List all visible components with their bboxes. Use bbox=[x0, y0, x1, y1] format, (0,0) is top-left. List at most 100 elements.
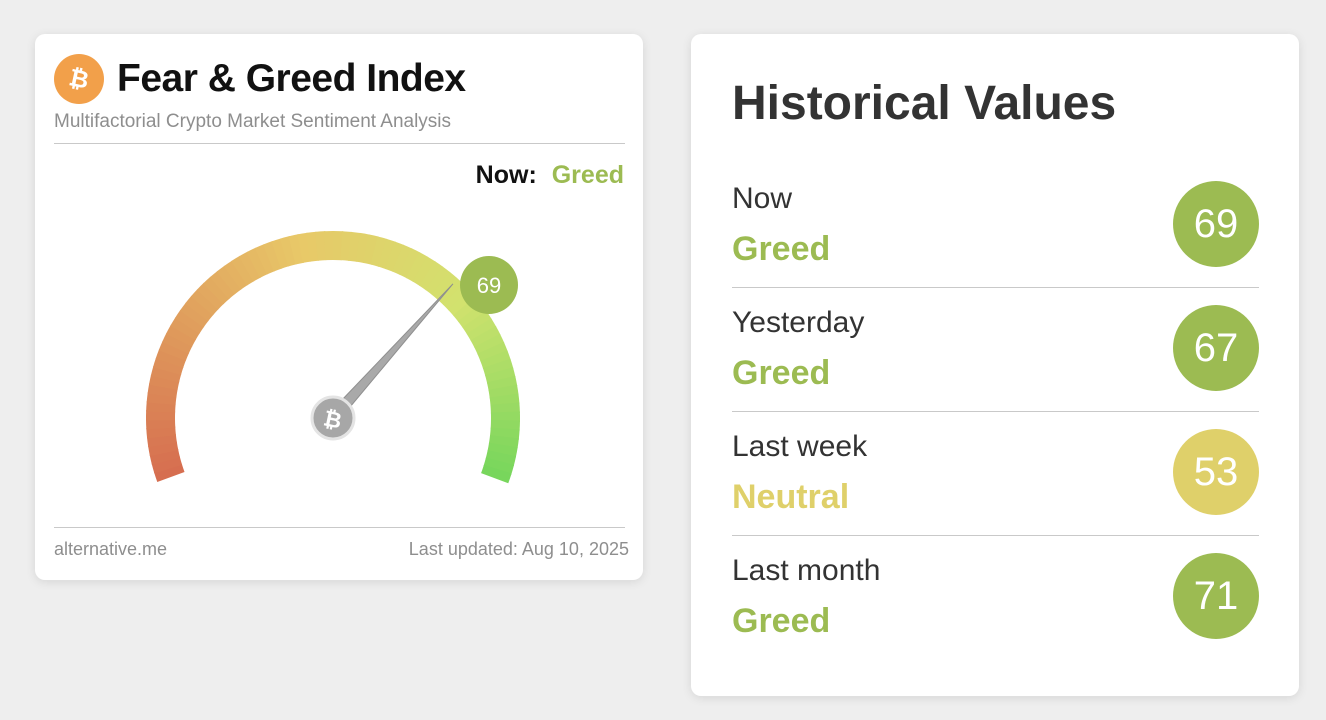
gauge-arc-segment bbox=[490, 411, 520, 422]
gauge-arc-segment bbox=[146, 410, 176, 421]
gauge-arc-segment bbox=[288, 234, 304, 265]
gauge-arc-segment bbox=[306, 231, 319, 262]
gauge-arc-segment bbox=[431, 271, 458, 300]
history-row-last-month: Last month Greed 71 bbox=[732, 536, 1259, 660]
gauge-arc-segment bbox=[174, 309, 205, 334]
gauge-arc-segment bbox=[425, 266, 451, 296]
gauge-arc-segment bbox=[279, 236, 297, 267]
history-value-badge: 71 bbox=[1173, 553, 1259, 639]
gauge-arc-segment bbox=[412, 256, 436, 287]
source-link[interactable]: alternative.me bbox=[54, 539, 168, 559]
gauge-arc-segment bbox=[254, 244, 275, 275]
history-classification: Greed bbox=[732, 602, 831, 640]
gauge-value-text: 69 bbox=[477, 273, 501, 298]
gauge-arc-segment bbox=[170, 317, 200, 341]
fear-greed-widget: ₿ Fear & Greed Index Multifactorial Cryp… bbox=[35, 34, 643, 580]
gauge-arc-segment bbox=[355, 232, 371, 264]
widget-subtitle: Multifactorial Crypto Market Sentiment A… bbox=[54, 111, 452, 132]
gauge-arc-segment bbox=[485, 450, 517, 467]
gauge-arc-segment bbox=[185, 295, 214, 322]
historical-values-card: Historical Values Now Greed 69 Yesterday… bbox=[691, 34, 1299, 696]
gauge-arc-segment bbox=[315, 231, 327, 261]
gauge-arc-segment bbox=[190, 288, 219, 316]
gauge-arc-segment bbox=[231, 255, 255, 286]
widget-title: Fear & Greed Index bbox=[117, 57, 466, 100]
historical-title: Historical Values bbox=[732, 77, 1117, 130]
history-classification: Neutral bbox=[732, 478, 850, 516]
gauge-arc-segment bbox=[179, 302, 209, 328]
gauge-arc-segment bbox=[363, 234, 379, 265]
gauge-arc-segment bbox=[150, 365, 182, 383]
svg-text:₿: ₿ bbox=[67, 64, 92, 94]
gauge-arc-segment bbox=[483, 457, 515, 475]
gauge-arc-segment bbox=[488, 435, 519, 449]
gauge-arc-segment bbox=[196, 282, 225, 310]
gauge-arc-segment bbox=[466, 318, 497, 342]
gauge-arc-segment bbox=[481, 464, 512, 484]
gauge-arc-segment bbox=[490, 402, 520, 414]
history-classification: Greed bbox=[732, 230, 831, 268]
gauge-arc-segment bbox=[147, 383, 178, 398]
gauge-arc-segment bbox=[477, 341, 508, 362]
widget-header: ₿ Fear & Greed Index bbox=[54, 54, 466, 104]
gauge-arc-segment bbox=[223, 260, 248, 290]
history-row-yesterday: Yesterday Greed 67 bbox=[732, 288, 1259, 412]
gauge-arc-segment bbox=[480, 350, 511, 369]
gauge-arc-segment bbox=[203, 276, 230, 305]
history-row-now: Now Greed 69 bbox=[732, 164, 1259, 288]
gauge-value-badge bbox=[460, 256, 518, 314]
gauge-arc-segment bbox=[474, 333, 505, 355]
gauge-arc-segment bbox=[324, 231, 335, 261]
gauge-arc-segment bbox=[437, 277, 464, 306]
gauge-arc-segment bbox=[462, 310, 492, 335]
history-value-badge: 53 bbox=[1173, 429, 1259, 515]
now-label: Now: bbox=[475, 161, 537, 189]
history-value-badge: 69 bbox=[1173, 181, 1259, 267]
gauge-arc-segment bbox=[470, 325, 501, 348]
gauge-arc-segment bbox=[370, 236, 388, 267]
gauge-arc-segment bbox=[146, 418, 176, 430]
gauge-arc-segment bbox=[490, 420, 520, 431]
gauge-arc-segment bbox=[148, 374, 180, 390]
history-period: Last month bbox=[732, 554, 881, 587]
gauge-arc-segment bbox=[392, 244, 413, 275]
gauge-arc-segment bbox=[149, 449, 181, 465]
gauge-arc-segment bbox=[209, 270, 236, 300]
gauge-arc-segment bbox=[385, 241, 405, 272]
now-status: Now: Greed bbox=[476, 161, 624, 190]
gauge-arc-segment bbox=[151, 456, 183, 474]
gauge-arc-segment bbox=[489, 393, 520, 407]
historical-list: Now Greed 69 Yesterday Greed 67 Last wee… bbox=[732, 164, 1259, 660]
gauge-arc-segment bbox=[155, 348, 187, 368]
gauge-arc-segment bbox=[482, 358, 514, 377]
gauge-arc-segment bbox=[487, 442, 518, 458]
gauge-arc-segment bbox=[485, 367, 516, 384]
gauge-arc-segment bbox=[333, 231, 344, 261]
gauge-arc-segment bbox=[419, 261, 444, 291]
gauge-arc-segment bbox=[146, 426, 176, 439]
gauge-arc-segment bbox=[166, 324, 197, 347]
svg-text:₿: ₿ bbox=[321, 406, 344, 434]
footer-divider bbox=[54, 527, 625, 528]
sentiment-gauge: ₿ 69 bbox=[146, 231, 520, 484]
gauge-arc-segment bbox=[405, 252, 429, 283]
gauge-arc-segment bbox=[262, 241, 282, 272]
gauge-hub-bitcoin-icon bbox=[310, 395, 356, 441]
gauge-arc bbox=[146, 231, 520, 484]
history-value-badge: 67 bbox=[1173, 305, 1259, 391]
header-divider bbox=[54, 143, 625, 144]
gauge-arc-segment bbox=[153, 357, 184, 376]
gauge-arc-segment bbox=[162, 332, 193, 354]
history-period: Now bbox=[732, 182, 793, 215]
now-classification: Greed bbox=[551, 161, 624, 189]
gauge-arc-segment bbox=[154, 463, 185, 482]
gauge-arc-segment bbox=[399, 248, 421, 279]
bitcoin-icon: ₿ bbox=[54, 54, 104, 104]
last-updated: Last updated: Aug 10, 2025 bbox=[408, 539, 629, 559]
gauge-arc-segment bbox=[377, 238, 396, 270]
history-period: Yesterday bbox=[732, 306, 865, 339]
gauge-arc-segment bbox=[158, 340, 190, 361]
history-classification: Greed bbox=[732, 354, 831, 392]
gauge-arc-segment bbox=[238, 251, 262, 282]
gauge-arc-segment bbox=[246, 247, 268, 278]
